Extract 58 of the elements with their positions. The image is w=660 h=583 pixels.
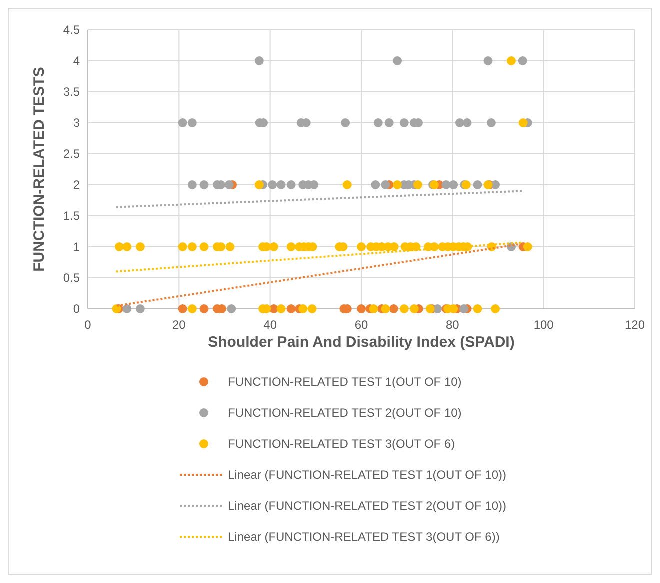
legend-label: Linear (FUNCTION-RELATED TEST 3(OUT OF 6)) (228, 530, 500, 544)
x-tick-label: 100 (534, 318, 554, 332)
point (178, 118, 188, 128)
point (371, 180, 380, 190)
point (374, 118, 383, 128)
y-tick-label: 4.5 (63, 23, 80, 38)
point (276, 180, 286, 190)
point (462, 118, 472, 128)
point (286, 180, 296, 190)
point (178, 304, 188, 314)
point (268, 180, 278, 190)
point (400, 118, 409, 128)
point (491, 180, 500, 190)
legend-label: FUNCTION-RELATED TEST 3(OUT OF 6) (228, 437, 456, 452)
legend-label: Linear (FUNCTION-RELATED TEST 1(OUT OF 10)) (228, 468, 506, 482)
legend-label: FUNCTION-RELATED TEST 2(OUT OF 10) (228, 406, 462, 420)
point (484, 56, 493, 66)
point (286, 304, 296, 314)
point (460, 304, 469, 314)
y-tick-label: 2 (73, 178, 80, 192)
point (200, 304, 209, 314)
x-axis-title: Shoulder Pain And Disability Index (SPADI) (208, 334, 515, 351)
x-tick-label: 40 (264, 318, 278, 332)
point (455, 118, 464, 128)
x-tick-label: 120 (624, 318, 646, 332)
point (254, 56, 264, 66)
y-tick-label: 3 (73, 116, 80, 130)
point (381, 180, 390, 190)
point (200, 180, 209, 190)
point (122, 304, 132, 314)
point (486, 118, 496, 128)
y-tick-label: 1.5 (63, 209, 80, 224)
point (518, 56, 528, 66)
point (384, 118, 394, 128)
y-tick-label: 0 (73, 302, 80, 316)
point (473, 180, 482, 190)
point (357, 304, 366, 314)
y-tick-label: 1 (73, 240, 80, 254)
point (341, 118, 350, 128)
y-axis-title: FUNCTION-RELATED TESTS (31, 67, 48, 272)
y-tick-label: 2.5 (63, 147, 80, 162)
point (188, 180, 197, 190)
legend-label: Linear (FUNCTION-RELATED TEST 2(OUT OF 10)) (228, 499, 506, 514)
point (389, 304, 398, 314)
point (393, 56, 402, 66)
legend-label: FUNCTION-RELATED TEST 1(OUT OF 10) (228, 375, 462, 390)
y-tick-label: 3.5 (63, 85, 80, 100)
point (224, 180, 234, 190)
point (449, 180, 458, 190)
x-tick-label: 60 (354, 318, 368, 332)
x-tick-label: 20 (172, 318, 186, 332)
y-tick-label: 0.5 (63, 271, 80, 286)
x-tick-label: 80 (446, 318, 460, 332)
point (188, 118, 197, 128)
x-tick-label: 0 (84, 318, 92, 332)
point (136, 304, 145, 314)
y-tick-label: 4 (73, 54, 80, 68)
point (227, 304, 236, 314)
